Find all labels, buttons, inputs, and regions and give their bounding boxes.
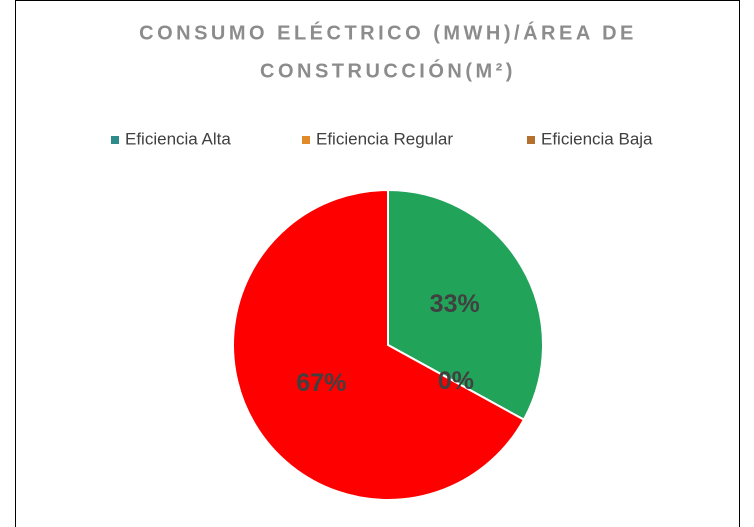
legend-marker	[527, 136, 535, 144]
legend-marker	[111, 136, 119, 144]
chart-title: CONSUMO ELÉCTRICO (MWH)/ÁREA DE	[139, 21, 637, 44]
pie-slice	[387, 188, 544, 422]
legend-marker	[302, 136, 310, 144]
pie-slice	[232, 188, 526, 501]
data-label: 67%	[296, 369, 346, 397]
legend-label: Eficiencia Baja	[541, 129, 653, 148]
chart-title: CONSTRUCCIÓN(M²)	[260, 58, 516, 82]
legend-label: Eficiencia Alta	[125, 129, 231, 148]
legend-label: Eficiencia Regular	[316, 129, 453, 148]
data-label: 33%	[430, 290, 480, 318]
data-label: 0%	[438, 367, 474, 395]
